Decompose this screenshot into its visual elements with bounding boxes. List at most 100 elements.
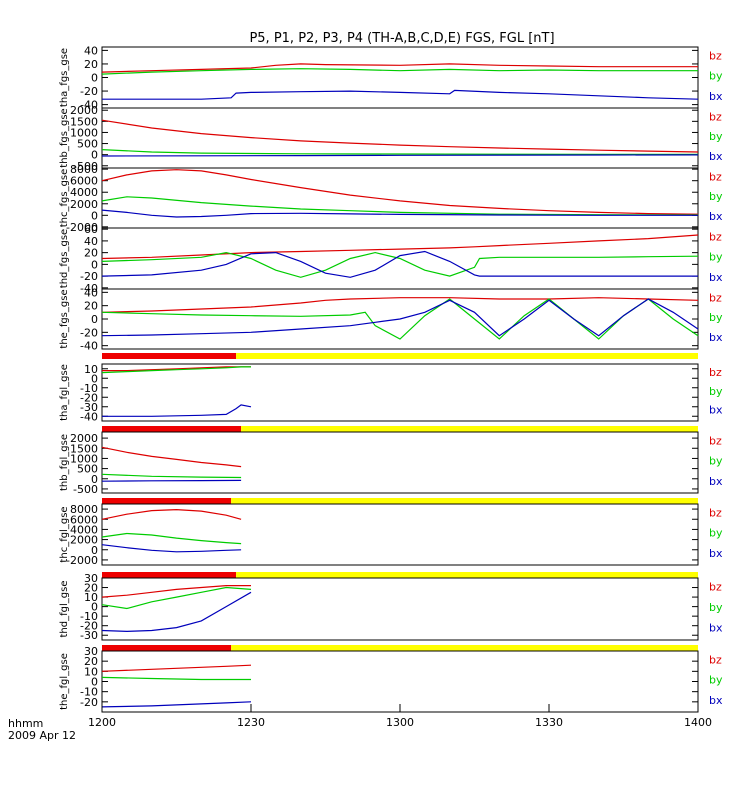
- series-line-by: [101, 586, 252, 610]
- series-line-bx: [102, 89, 699, 100]
- series-line-by: [101, 676, 251, 681]
- flag-bar-yellow: [236, 572, 698, 578]
- y-tick-label: -40: [80, 99, 98, 112]
- y-tick-label: -20: [80, 270, 98, 283]
- y-tick-label: 4000: [70, 523, 98, 536]
- y-tick-label: -20: [80, 696, 98, 709]
- panel-tha_fgl_gse: 100-10-20-30-40 tha_fgl_gse bz by bx: [59, 353, 723, 423]
- flag-bar-red: [102, 426, 242, 432]
- series-line-bx: [101, 154, 699, 157]
- series-line-by: [101, 298, 699, 340]
- panel-ylabel: the_fgl_gse: [59, 653, 70, 710]
- legend-label-bx: bx: [709, 475, 723, 488]
- legend-label-bx: bx: [709, 90, 723, 103]
- flag-bar-red: [102, 498, 232, 504]
- legend-label-by: by: [709, 385, 723, 398]
- legend-label-bx: bx: [709, 547, 723, 560]
- y-tick-label: 8000: [70, 163, 98, 176]
- legend-label-bx: bx: [709, 210, 723, 223]
- panel-ylabel: thc_fgs_gse: [59, 169, 70, 228]
- y-tick-label: 0: [91, 149, 98, 162]
- y-tick-label: 0: [91, 313, 98, 326]
- y-tick-label: 0: [91, 209, 98, 222]
- legend-label-bz: bz: [709, 507, 722, 520]
- legend-label-by: by: [709, 674, 723, 687]
- y-tick-label: 20: [84, 300, 98, 313]
- series-line-bx: [101, 701, 252, 708]
- series-line-bz: [101, 169, 699, 215]
- y-tick-label: 0: [91, 372, 98, 385]
- series-line-by: [101, 149, 699, 155]
- legend-label-bz: bz: [709, 366, 722, 379]
- legend-label-bx: bx: [709, 622, 723, 635]
- legend-label-by: by: [709, 251, 723, 264]
- series-line-bz: [101, 297, 699, 313]
- series-line-bx: [101, 591, 252, 633]
- x-tick-label: 1300: [386, 716, 414, 729]
- panel-ylabel: thd_fgs_gse: [59, 229, 70, 288]
- y-tick-label: 0: [91, 258, 98, 271]
- y-tick-label: -40: [80, 410, 98, 423]
- y-tick-label: 30: [84, 645, 98, 658]
- series-line-bx: [101, 209, 698, 218]
- series-line-by: [101, 196, 699, 216]
- flag-bar-yellow: [236, 353, 698, 359]
- y-tick-label: 2000: [70, 198, 98, 211]
- flag-bar-red: [102, 353, 237, 359]
- series-line-bx: [101, 479, 242, 482]
- legend-label-bz: bz: [709, 231, 722, 244]
- panel-frame: [101, 503, 699, 566]
- series-line-bz: [101, 119, 699, 153]
- y-tick-label: 10: [84, 363, 98, 376]
- time-axis-date-label: 2009 Apr 12: [8, 729, 76, 742]
- y-tick-label: 20: [84, 655, 98, 668]
- y-tick-label: 2000: [70, 534, 98, 547]
- y-tick-label: 6000: [70, 513, 98, 526]
- series-line-bx: [101, 544, 242, 553]
- panel-frame: [101, 167, 699, 229]
- series-line-bx: [101, 250, 698, 278]
- y-tick-label: -20: [80, 620, 98, 633]
- series-line-bx: [101, 298, 699, 337]
- legend-label-bx: bx: [709, 150, 723, 163]
- y-tick-label: -10: [80, 610, 98, 623]
- panel-ylabel: thd_fgl_gse: [59, 581, 70, 638]
- panel-frame: [101, 577, 699, 641]
- y-tick-label: 20: [84, 247, 98, 260]
- panel-ylabel: thc_fgl_gse: [59, 506, 70, 562]
- panel-ylabel: tha_fgs_gse: [59, 48, 70, 107]
- flag-bar-yellow: [231, 498, 698, 504]
- y-tick-label: 10: [84, 591, 98, 604]
- y-tick-label: 0: [91, 601, 98, 614]
- legend-label-bz: bz: [709, 170, 722, 183]
- legend-label-bx: bx: [709, 331, 723, 344]
- y-tick-label: 20: [84, 582, 98, 595]
- legend-label-by: by: [709, 190, 723, 203]
- y-tick-label: -10: [80, 382, 98, 395]
- panel-ylabel: thb_fgl_gse: [59, 434, 70, 491]
- y-tick-label: 0: [91, 72, 98, 85]
- y-tick-label: 40: [84, 235, 98, 248]
- y-tick-label: -2000: [66, 221, 98, 234]
- y-tick-label: 500: [77, 138, 98, 151]
- y-tick-label: -500: [73, 483, 98, 496]
- legend-label-bz: bz: [709, 581, 722, 594]
- flag-bar-red: [102, 572, 237, 578]
- series-line-by: [101, 68, 698, 75]
- y-tick-label: 1000: [70, 452, 98, 465]
- series-line-bz: [101, 508, 242, 520]
- y-tick-label: -500: [73, 160, 98, 173]
- legend-label-by: by: [709, 527, 723, 540]
- y-tick-label: -20: [80, 326, 98, 339]
- x-tick-label: 1200: [88, 716, 116, 729]
- legend-label-bz: bz: [709, 654, 722, 667]
